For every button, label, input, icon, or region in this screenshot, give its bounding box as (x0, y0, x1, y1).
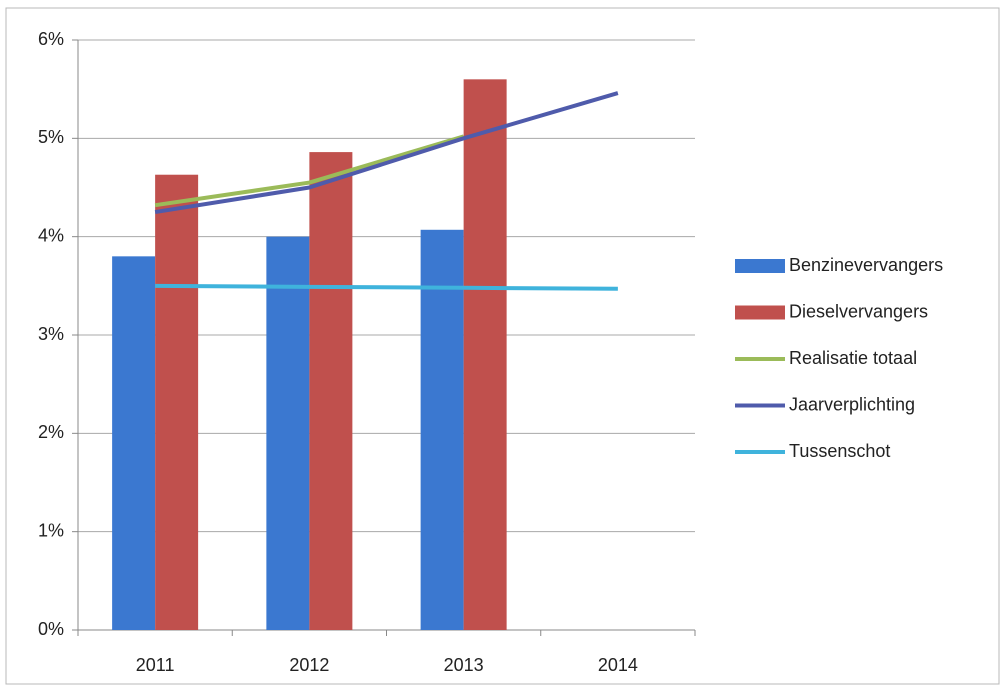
legend-label: Dieselvervangers (789, 301, 928, 321)
legend-label: Tussenschot (789, 441, 890, 461)
legend-label: Jaarverplichting (789, 394, 915, 414)
x-tick-label: 2011 (136, 655, 175, 675)
line-series (154, 134, 465, 208)
bar (420, 229, 464, 631)
legend-swatch (735, 259, 785, 273)
y-tick-label: 2% (38, 422, 64, 442)
bar (309, 152, 353, 630)
y-tick-label: 0% (38, 619, 64, 639)
line-series (155, 283, 618, 291)
legend-label: Benzinevervangers (789, 255, 943, 275)
legend-swatch (735, 305, 785, 320)
y-tick-label: 6% (38, 29, 64, 49)
x-tick-label: 2013 (444, 655, 484, 675)
y-tick-label: 3% (38, 324, 64, 344)
y-tick-label: 5% (38, 127, 64, 147)
bar (266, 236, 310, 630)
chart-frame (5, 7, 1000, 685)
y-tick-label: 4% (38, 225, 64, 245)
x-tick-label: 2014 (598, 655, 638, 675)
line-series (154, 91, 619, 215)
bar (463, 79, 507, 631)
bar (155, 174, 199, 630)
legend-label: Realisatie totaal (789, 348, 917, 368)
y-tick-label: 1% (38, 520, 64, 540)
bar (112, 256, 156, 630)
x-tick-label: 2012 (289, 655, 329, 675)
